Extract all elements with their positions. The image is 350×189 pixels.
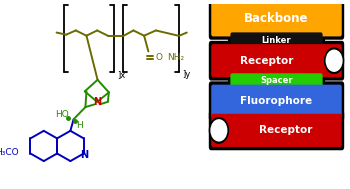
FancyBboxPatch shape: [228, 29, 325, 51]
Circle shape: [211, 120, 227, 141]
Text: O: O: [156, 53, 163, 62]
Text: HO: HO: [55, 110, 69, 119]
Text: H₃CO: H₃CO: [0, 148, 19, 157]
Text: ]x: ]x: [117, 70, 125, 79]
Text: N: N: [80, 149, 88, 160]
FancyBboxPatch shape: [230, 32, 323, 48]
Text: NH₂: NH₂: [167, 53, 184, 62]
Text: Fluorophore: Fluorophore: [240, 96, 313, 106]
FancyBboxPatch shape: [211, 114, 342, 147]
Text: Spacer: Spacer: [260, 77, 293, 85]
Text: Backbone: Backbone: [244, 12, 309, 25]
Text: Receptor: Receptor: [240, 56, 294, 66]
FancyBboxPatch shape: [209, 81, 344, 121]
FancyBboxPatch shape: [228, 70, 325, 92]
FancyBboxPatch shape: [211, 44, 342, 77]
FancyBboxPatch shape: [230, 73, 323, 89]
Circle shape: [326, 50, 342, 71]
FancyBboxPatch shape: [211, 1, 342, 36]
Circle shape: [209, 118, 228, 143]
Text: Receptor: Receptor: [259, 125, 313, 135]
Text: Linker: Linker: [262, 36, 291, 45]
Text: N: N: [93, 97, 101, 107]
FancyBboxPatch shape: [209, 41, 344, 81]
Text: H: H: [76, 121, 83, 130]
FancyBboxPatch shape: [209, 0, 344, 40]
Circle shape: [325, 48, 344, 73]
FancyBboxPatch shape: [209, 111, 344, 150]
FancyBboxPatch shape: [211, 85, 342, 118]
Text: ]y: ]y: [182, 70, 190, 79]
